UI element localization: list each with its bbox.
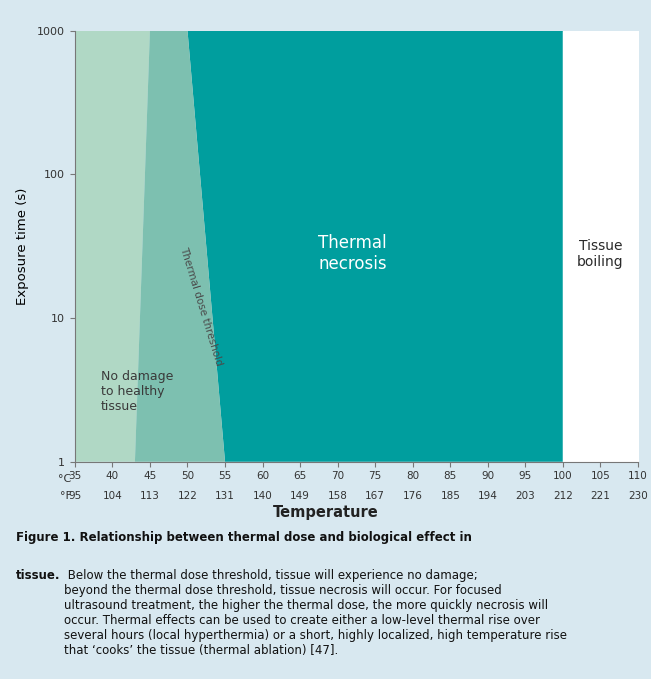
- Text: 167: 167: [365, 491, 385, 500]
- Text: 158: 158: [327, 491, 348, 500]
- Text: 185: 185: [440, 491, 460, 500]
- Text: Thermal dose threshold: Thermal dose threshold: [178, 246, 224, 367]
- Polygon shape: [135, 31, 225, 462]
- Text: Figure 1. Relationship between thermal dose and biological effect in: Figure 1. Relationship between thermal d…: [16, 531, 472, 544]
- Text: 230: 230: [628, 491, 648, 500]
- Text: 104: 104: [102, 491, 122, 500]
- Text: tissue.: tissue.: [16, 569, 61, 582]
- Text: Thermal
necrosis: Thermal necrosis: [318, 234, 387, 273]
- Text: 212: 212: [553, 491, 573, 500]
- Text: 131: 131: [215, 491, 235, 500]
- Text: 113: 113: [140, 491, 160, 500]
- Text: Temperature: Temperature: [273, 505, 378, 520]
- Text: °C: °C: [59, 475, 72, 484]
- Text: 203: 203: [516, 491, 535, 500]
- Text: 122: 122: [178, 491, 197, 500]
- Text: °F: °F: [60, 491, 72, 500]
- Text: 194: 194: [478, 491, 498, 500]
- Text: 95: 95: [68, 491, 81, 500]
- Text: 176: 176: [403, 491, 422, 500]
- Y-axis label: Exposure time (s): Exposure time (s): [16, 187, 29, 305]
- Polygon shape: [187, 31, 563, 462]
- Polygon shape: [75, 31, 150, 462]
- Text: Below the thermal dose threshold, tissue will experience no damage;
beyond the t: Below the thermal dose threshold, tissue…: [64, 569, 567, 657]
- Text: 140: 140: [253, 491, 273, 500]
- Text: No damage
to healthy
tissue: No damage to healthy tissue: [101, 369, 174, 413]
- Text: 149: 149: [290, 491, 310, 500]
- Text: Tissue
boiling: Tissue boiling: [577, 238, 624, 269]
- Text: 221: 221: [590, 491, 611, 500]
